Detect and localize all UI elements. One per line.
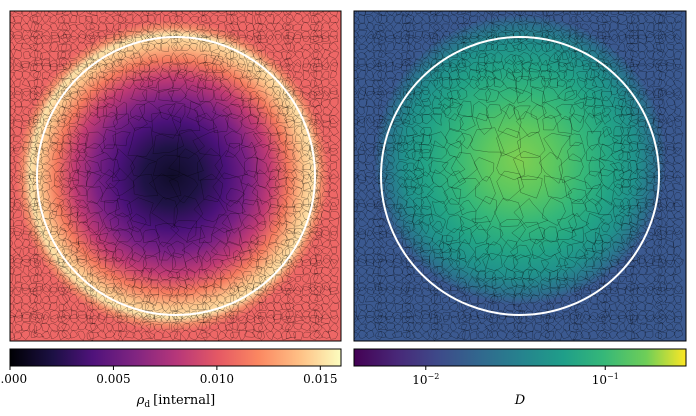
left-colorbar-tick-label: 0.010 [200, 372, 234, 386]
right-voronoi-cells [354, 11, 685, 341]
right-colorbar-bar [353, 348, 687, 367]
voronoi-cell-outlines [354, 11, 685, 341]
right-colorbar-tick-label: 10−2 [412, 372, 439, 387]
right-colorbar: 10−2 10−1 D [353, 348, 687, 408]
left-colorbar: 0.000 0.005 0.010 0.015 ρd[internal] [0, 348, 342, 410]
left-colorbar-tick-label: 0.015 [303, 372, 337, 386]
left-panel-image [10, 11, 341, 341]
left-panel [9, 10, 342, 342]
left-colorbar-ticks: 0.000 0.005 0.010 0.015 [0, 366, 337, 386]
left-colorbar-tick-label: 0.005 [96, 372, 130, 386]
left-colorbar-bar [9, 348, 342, 367]
right-colorbar-ticks: 10−2 10−1 [412, 366, 619, 387]
right-panel [353, 10, 687, 342]
right-panel-image [354, 11, 686, 341]
right-colorbar-label: D [514, 393, 526, 408]
right-panel-frame [353, 10, 687, 342]
left-circle-overlay [36, 36, 316, 316]
right-circle-overlay [380, 36, 660, 316]
left-colorbar-label: ρd [internal] [136, 393, 216, 410]
left-colorbar-tick-label: 0.000 [0, 372, 27, 386]
left-panel-frame [9, 10, 342, 342]
right-colorbar-tick-label: 10−1 [592, 372, 619, 387]
